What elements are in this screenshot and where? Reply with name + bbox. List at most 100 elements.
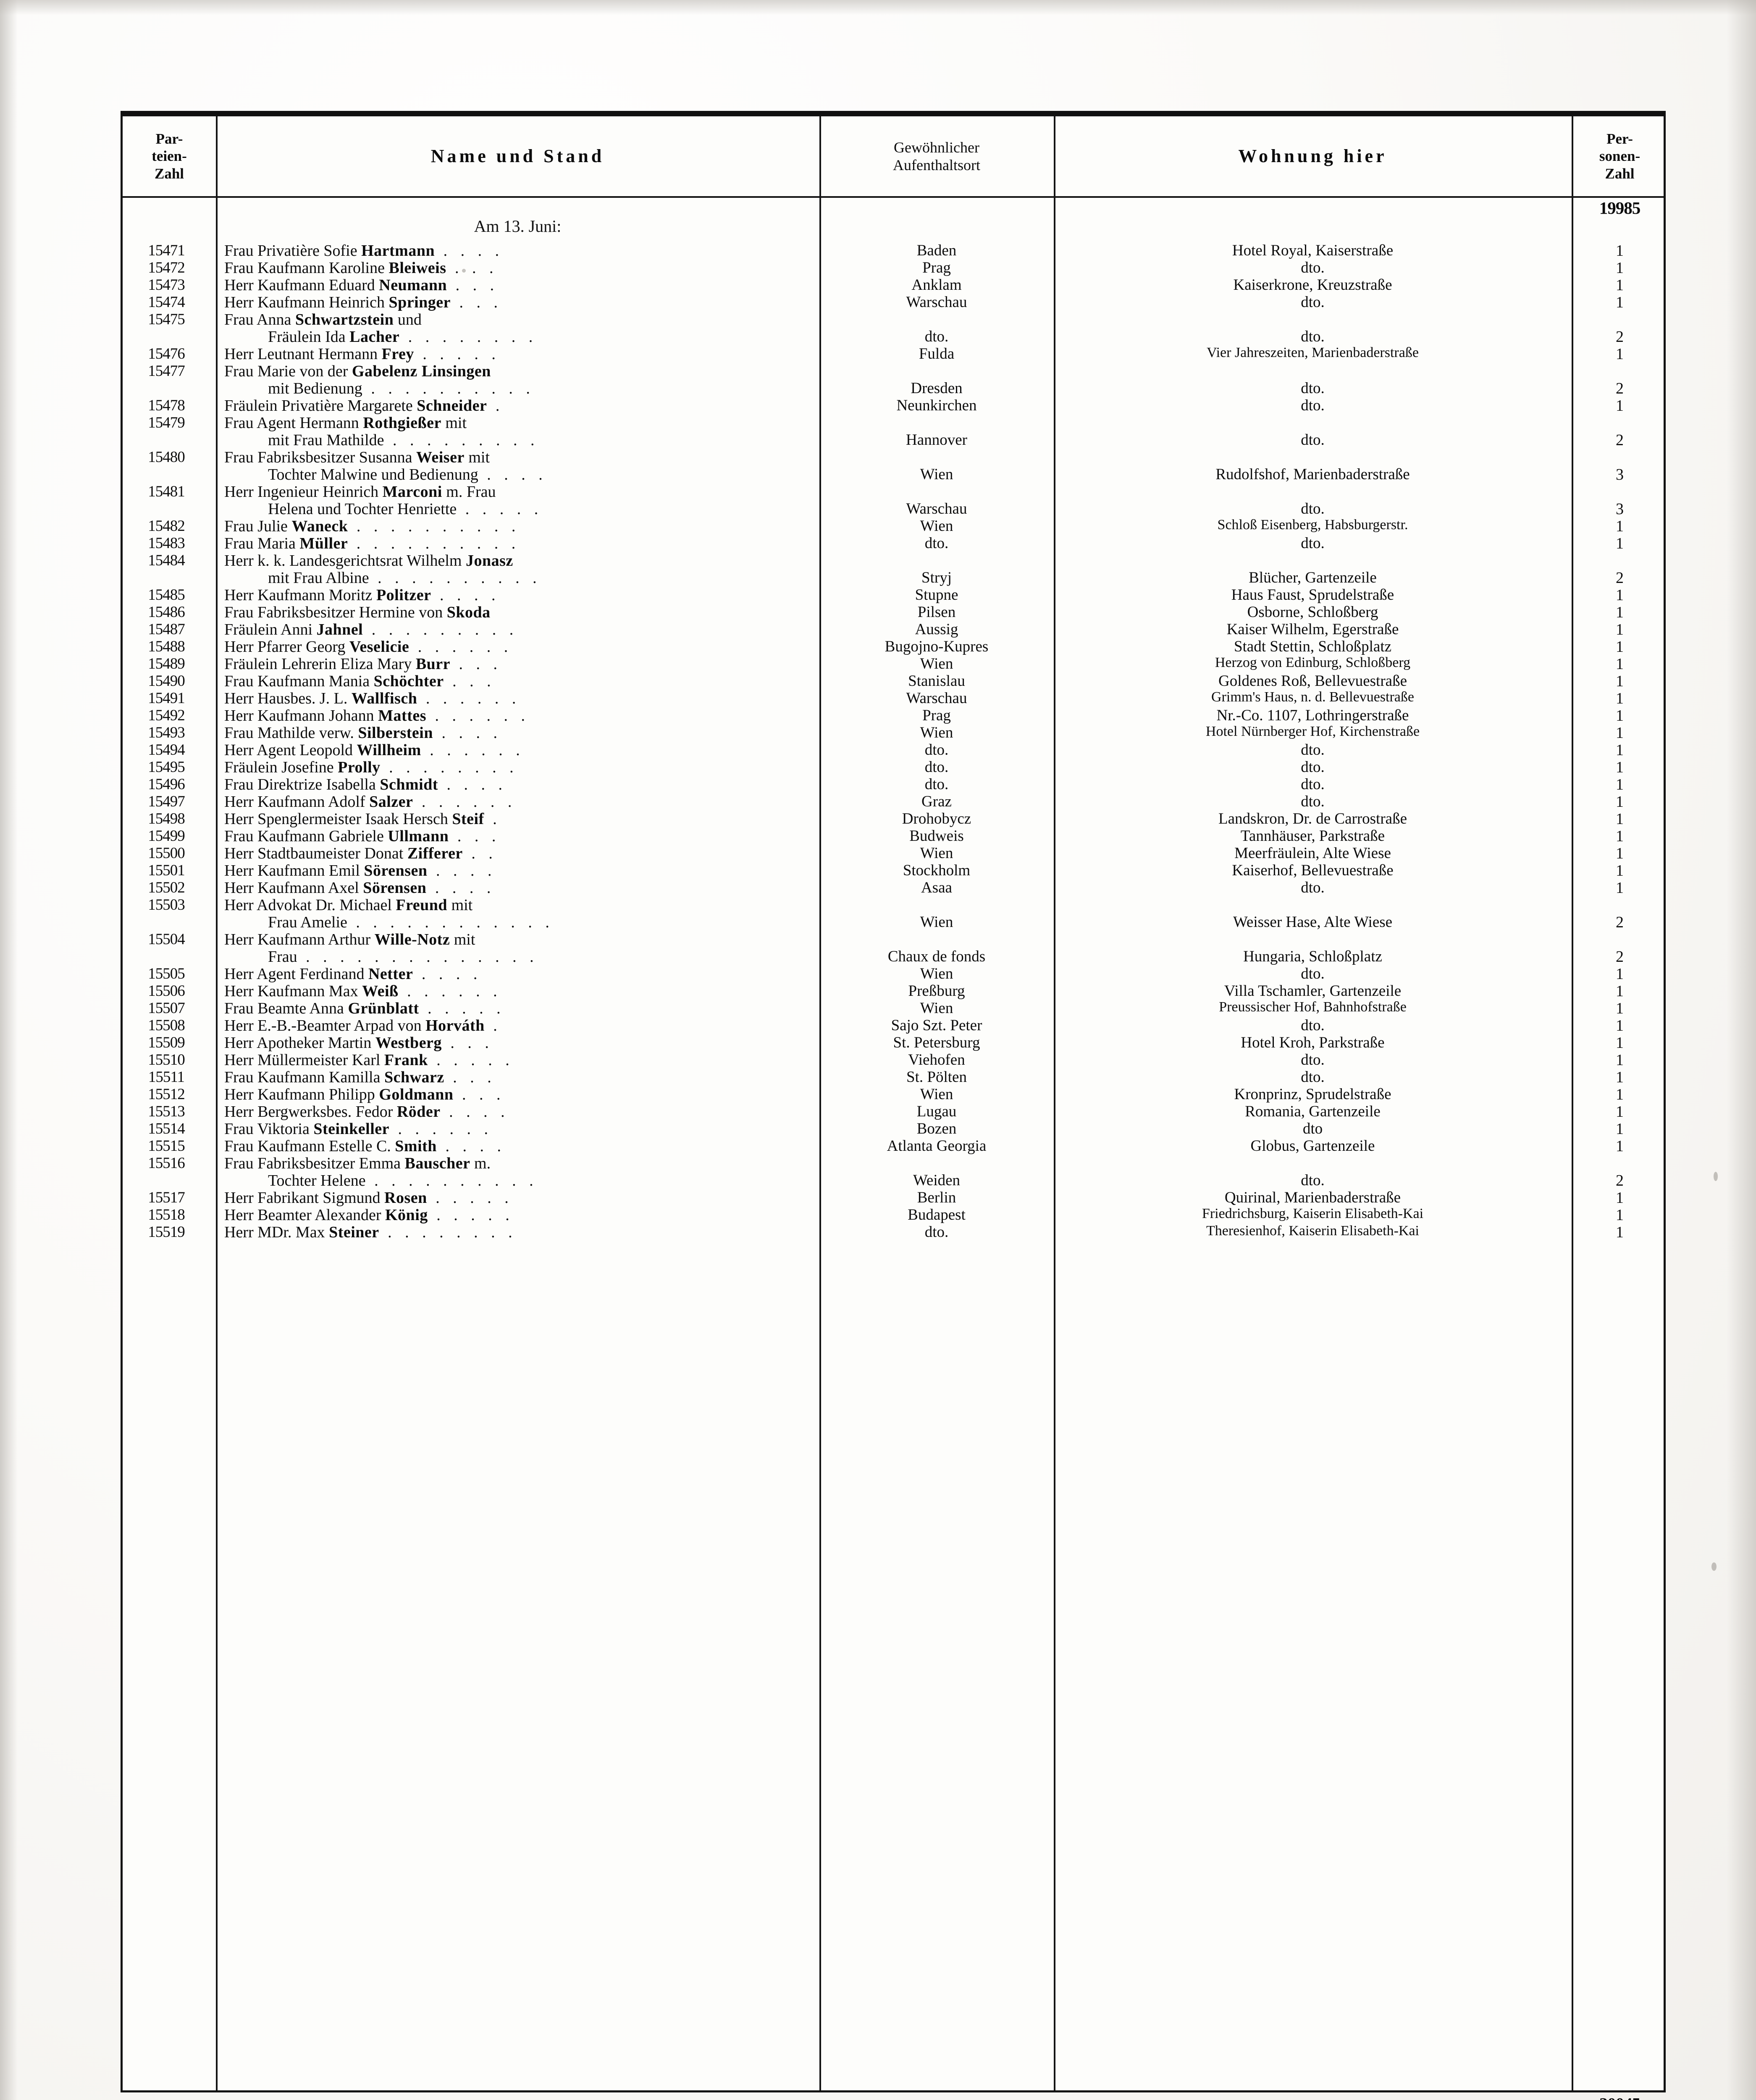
name-und-stand-cell: Frau Beamte Anna Grünblatt . . . . . — [221, 999, 816, 1018]
surname: Salzer — [369, 793, 413, 811]
parteien-zahl-cell: 15489 — [148, 655, 185, 672]
table-row: 15481 Herr Ingenieur Heinrich Marconi m. … — [123, 483, 1664, 518]
leader-dots: . . . . — [436, 1137, 506, 1155]
parteien-zahl-cell: 15519 — [148, 1223, 185, 1241]
parteien-line-3: Zahl — [154, 165, 184, 182]
surname: Frank — [384, 1051, 428, 1069]
parteien-line-2: teien- — [152, 148, 187, 165]
wohnung-hier-cell: Stadt Stettin, Schloßplatz — [1234, 638, 1392, 655]
table-row: 15510 Herr Müllermeister Karl Frank . . .… — [123, 1051, 1664, 1069]
surname: Röder — [396, 1103, 441, 1121]
name-prefix: Herr Leutnant Hermann — [224, 345, 382, 363]
leader-dots: . . . — [449, 827, 501, 845]
parteien-zahl-cell: 15476 — [148, 345, 185, 362]
name-prefix: Helena und Tochter Henriette — [268, 500, 457, 518]
table-body: 19985 Am 13. Juni: 15471 Frau Privatière … — [123, 198, 1664, 2100]
table-row: 15507 Frau Beamte Anna Grünblatt . . . . … — [123, 999, 1664, 1018]
name-und-stand-cell: Herr Kaufmann Philipp Goldmann . . . — [221, 1085, 816, 1104]
total-rule — [1576, 2090, 1664, 2092]
name-prefix: mit Frau Albine — [268, 569, 369, 587]
name-prefix: Frau Marie von der — [224, 362, 352, 380]
parteien-zahl-cell: 15508 — [148, 1017, 185, 1034]
wohnung-hier-cell: Romania, Gartenzeile — [1245, 1103, 1381, 1120]
personen-zahl-cell: 1 — [1616, 776, 1624, 793]
leader-dots: . . . . . — [428, 1206, 514, 1224]
surname: Schöchter — [373, 672, 444, 690]
name-und-stand-cell: Frau Viktoria Steinkeller . . . . . . — [221, 1120, 816, 1138]
table-row: 15517 Herr Fabrikant Sigmund Rosen . . . … — [123, 1189, 1664, 1207]
table-row: 15495 Fräulein Josefine Prolly . . . . . … — [123, 758, 1664, 776]
name-prefix: Fräulein Josefine — [224, 759, 338, 776]
table-row: 15500 Herr Stadtbaumeister Donat Zifferer… — [123, 844, 1664, 862]
wohnung-hier-cell: Hotel Royal, Kaiserstraße — [1232, 242, 1394, 259]
name-prefix: Herr Kaufmann Heinrich — [224, 294, 389, 311]
wohnung-hier-cell: Haus Faust, Sprudelstraße — [1231, 586, 1394, 604]
personen-zahl-cell: 2 — [1616, 380, 1624, 397]
wohnung-hier-cell: Osborne, Schloßberg — [1247, 604, 1378, 621]
name-und-stand-cell: Herr Kaufmann Eduard Neumann . . . — [221, 276, 816, 294]
name-und-stand-cell: Fräulein Lehrerin Eliza Mary Burr . . . — [221, 655, 816, 673]
scan-speck — [1714, 1172, 1718, 1181]
personen-zahl-cell: 1 — [1616, 517, 1624, 535]
name-prefix: Frau Kaufmann Kamilla — [224, 1068, 384, 1086]
parteien-zahl-cell: 15486 — [148, 604, 185, 621]
name-prefix: Frau Julie — [224, 517, 292, 535]
personen-zahl-cell: 1 — [1616, 879, 1624, 897]
name-prefix: Herr Kaufmann Emil — [224, 862, 364, 879]
surname: König — [385, 1206, 428, 1224]
surname: Silberstein — [358, 724, 433, 742]
aufenthaltsort-line-1: Gewöhnlicher — [894, 139, 979, 156]
wohnung-hier-cell: Schloß Eisenberg, Habsburgerstr. — [1217, 517, 1408, 533]
wohnung-hier-cell: dto. — [1301, 535, 1325, 552]
surname: Jahnel — [316, 621, 363, 638]
column-header-personen-zahl: Per- sonen- Zahl — [1572, 116, 1668, 196]
aufenthaltsort-cell: Prag — [922, 259, 951, 276]
name-und-stand-cell: Frau Maria Müller . . . . . . . . . . — [221, 534, 816, 553]
surname: Schwartzstein — [295, 311, 394, 328]
wohnung-hier-cell: Globus, Gartenzeile — [1250, 1137, 1375, 1155]
name-prefix: Frau Mathilde verw. — [224, 724, 358, 742]
name-und-stand-label: Name und Stand — [430, 146, 605, 167]
name-prefix: Fräulein Lehrerin Eliza Mary — [224, 655, 416, 673]
name-und-stand-cell: Fräulein Privatière Margarete Schneider … — [221, 396, 816, 415]
aufenthaltsort-cell: Atlanta Georgia — [887, 1137, 987, 1155]
name-prefix: Frau Fabriksbesitzer Susanna — [224, 449, 416, 466]
aufenthaltsort-cell: Asaa — [921, 879, 952, 896]
aufenthaltsort-cell: Wien — [920, 914, 953, 931]
wohnung-hier-cell: dto. — [1301, 759, 1325, 776]
aufenthaltsort-cell: Warschau — [906, 500, 967, 517]
leader-dots: . . . . . . . . . . . . — [347, 914, 554, 931]
name-und-stand-cell: Frau Fabriksbesitzer Hermine von Skoda — [221, 603, 816, 622]
surname: Waneck — [291, 517, 348, 535]
aufenthaltsort-cell: Dresden — [911, 380, 963, 397]
personen-zahl-cell: 1 — [1616, 397, 1624, 415]
leader-dots: . . . . — [440, 1103, 509, 1121]
aufenthaltsort-cell: Wien — [920, 965, 953, 982]
parteien-zahl-cell: 15491 — [148, 690, 185, 707]
name-suffix: mit — [441, 414, 467, 432]
leader-dots: . — [484, 810, 501, 828]
personen-zahl-cell: 1 — [1616, 759, 1624, 776]
name-prefix: mit Bedienung — [268, 380, 362, 397]
name-und-stand-cell: Frau Kaufmann Gabriele Ullmann . . . — [221, 827, 816, 845]
surname: Sörensen — [364, 862, 428, 879]
name-und-stand-cell: Tochter Helene . . . . . . . . . . — [221, 1171, 816, 1190]
leader-dots: . . . . . . — [421, 741, 525, 759]
leader-dots: . . . . . . — [426, 707, 530, 724]
surname: Freund — [396, 896, 448, 914]
name-und-stand-cell: Tochter Malwine und Bedienung . . . . — [221, 465, 816, 484]
leader-dots: . . . . . . . . . — [363, 621, 518, 638]
wohnung-hier-cell: Kaiser Wilhelm, Egerstraße — [1226, 621, 1399, 638]
aufenthaltsort-cell: Viehofen — [908, 1051, 965, 1068]
name-prefix: Frau Fabriksbesitzer Hermine von — [224, 604, 447, 621]
leader-dots: . . . — [444, 672, 496, 690]
surname: Ullmann — [388, 827, 449, 845]
name-und-stand-cell: Frau Amelie . . . . . . . . . . . . — [221, 913, 816, 932]
name-und-stand-cell: Frau Marie von der Gabelenz Linsingen — [221, 362, 816, 381]
personen-zahl-cell: 1 — [1616, 535, 1624, 552]
name-und-stand-cell: Frau Kaufmann Estelle C. Smith . . . . — [221, 1137, 816, 1155]
table-row: 15503 Herr Advokat Dr. Michael Freund mit… — [123, 896, 1664, 932]
parteien-zahl-cell: 15473 — [148, 276, 185, 294]
name-prefix: Frau Kaufmann Mania — [224, 672, 374, 690]
leader-dots: . . . . — [413, 965, 482, 983]
